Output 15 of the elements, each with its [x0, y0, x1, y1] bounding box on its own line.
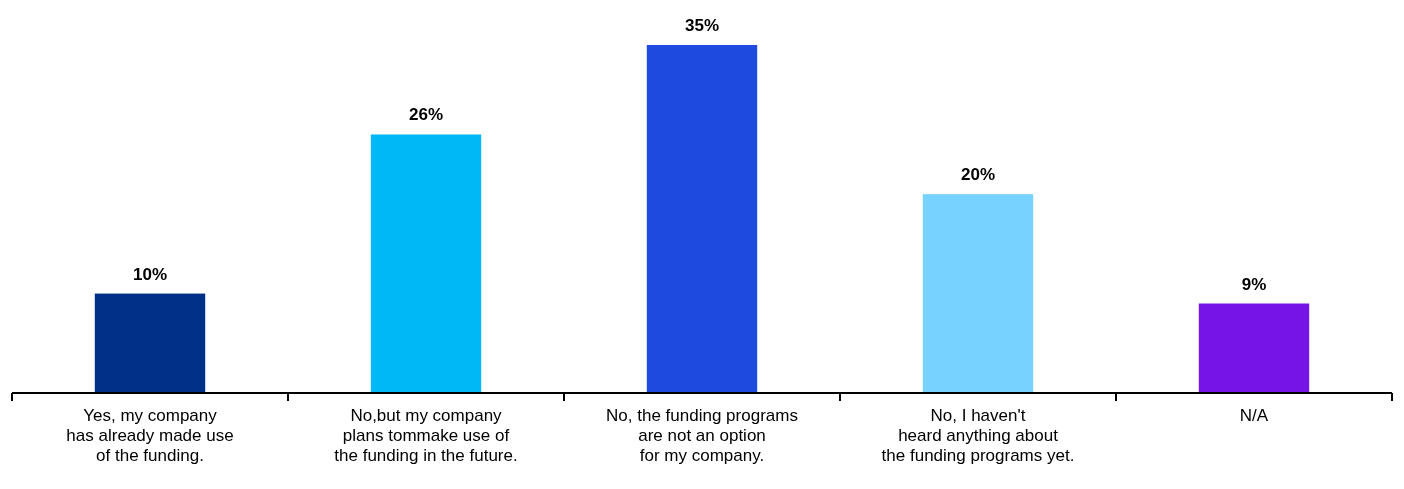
data-label: 26%	[408, 105, 444, 125]
bar	[1198, 303, 1310, 393]
bar	[94, 293, 206, 393]
data-label: 9%	[1241, 274, 1267, 294]
x-tick-label: No,but my company plans tommake use of the funding in the future.	[334, 406, 518, 465]
bar	[646, 45, 758, 393]
data-label: 35%	[684, 16, 720, 35]
x-tick-label: Yes, my company has already made use of the funding.	[66, 406, 234, 465]
data-label: 10%	[132, 264, 168, 284]
bar	[922, 194, 1034, 393]
data-label: 20%	[960, 165, 996, 185]
x-tick-label: No, I haven't heard anything about the funding programs yet.	[881, 406, 1075, 465]
x-tick-label: No, the funding programs are not an option for my company.	[606, 406, 798, 465]
bar	[370, 134, 482, 393]
x-tick-label: N/A	[1239, 406, 1269, 425]
